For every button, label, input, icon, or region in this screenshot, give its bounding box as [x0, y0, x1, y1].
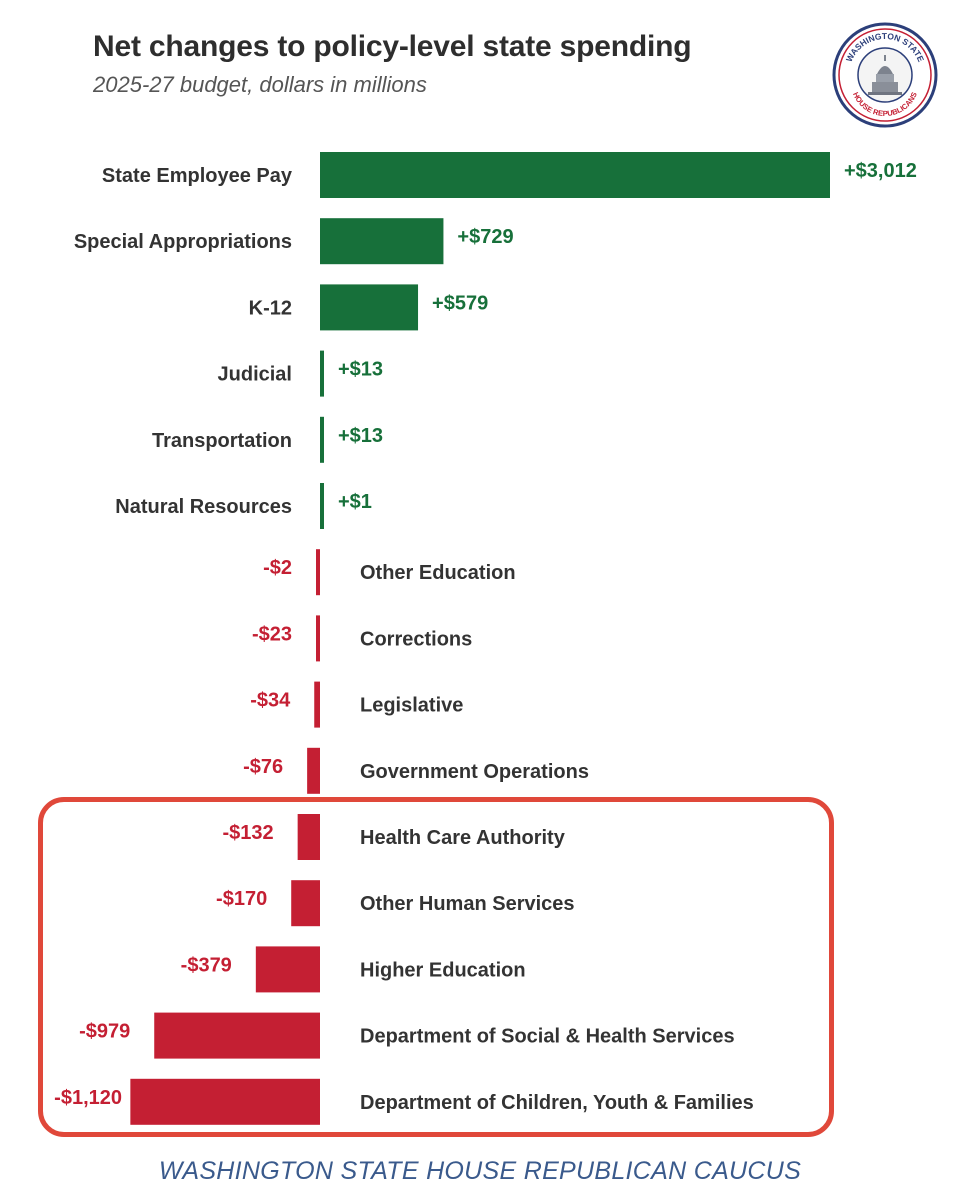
category-label-higher-education: Higher Education [360, 959, 526, 981]
bar-special-appropriations [320, 218, 444, 265]
category-label-transportation: Transportation [152, 430, 292, 452]
value-label-higher-education: -$379 [181, 954, 232, 976]
bar-natural-resources [320, 483, 324, 529]
bar-other-education [316, 549, 320, 596]
category-label-special-appropriations: Special Appropriations [74, 231, 292, 253]
category-label-department-of-children-youth-families: Department of Children, Youth & Families [360, 1092, 754, 1114]
bar-other-human-services [291, 880, 320, 927]
category-label-k-12: K-12 [249, 297, 292, 319]
value-label-other-human-services: -$170 [216, 888, 267, 910]
value-label-judicial: +$13 [338, 359, 383, 381]
value-label-natural-resources: +$1 [338, 491, 372, 513]
value-label-k-12: +$579 [432, 292, 488, 314]
bar-k-12 [320, 284, 419, 331]
caucus-seal-logo: WASHINGTON STATE HOUSE REPUBLICANS [832, 22, 938, 128]
footer-caption: WASHINGTON STATE HOUSE REPUBLICAN CAUCUS [158, 1157, 802, 1185]
value-label-health-care-authority: -$132 [222, 822, 273, 844]
bar-legislative [314, 681, 320, 728]
highlight-box [38, 797, 834, 1137]
value-label-government-operations: -$76 [243, 756, 283, 778]
value-label-corrections: -$23 [252, 623, 292, 645]
value-label-legislative: -$34 [250, 690, 291, 712]
category-label-judicial: Judicial [218, 364, 292, 386]
category-label-corrections: Corrections [360, 628, 472, 650]
value-label-department-of-children-youth-families: -$1,120 [54, 1087, 122, 1109]
category-label-natural-resources: Natural Resources [115, 496, 292, 518]
bar-department-of-children-youth-families [130, 1078, 320, 1125]
category-label-department-of-social-health-services: Department of Social & Health Services [360, 1026, 735, 1048]
bar-higher-education [255, 946, 320, 993]
bar-judicial [320, 350, 324, 397]
value-label-special-appropriations: +$729 [457, 226, 513, 248]
bar-transportation [320, 416, 324, 463]
bar-department-of-social-health-services [154, 1012, 320, 1059]
category-label-other-education: Other Education [360, 562, 516, 584]
bar-corrections [316, 615, 320, 662]
chart-title: Net changes to policy-level state spendi… [93, 30, 692, 63]
bar-government-operations [307, 747, 320, 794]
bar-state-employee-pay [320, 152, 830, 198]
bar-health-care-authority [297, 814, 320, 860]
category-label-health-care-authority: Health Care Authority [360, 827, 566, 849]
value-label-transportation: +$13 [338, 425, 383, 447]
value-label-other-education: -$2 [263, 557, 292, 579]
category-label-government-operations: Government Operations [360, 761, 589, 783]
category-label-state-employee-pay: State Employee Pay [102, 165, 293, 187]
value-label-state-employee-pay: +$3,012 [844, 160, 917, 182]
chart-subtitle: 2025-27 budget, dollars in millions [93, 72, 427, 97]
category-label-legislative: Legislative [360, 695, 463, 717]
category-label-other-human-services: Other Human Services [360, 893, 575, 915]
value-label-department-of-social-health-services: -$979 [79, 1021, 130, 1043]
